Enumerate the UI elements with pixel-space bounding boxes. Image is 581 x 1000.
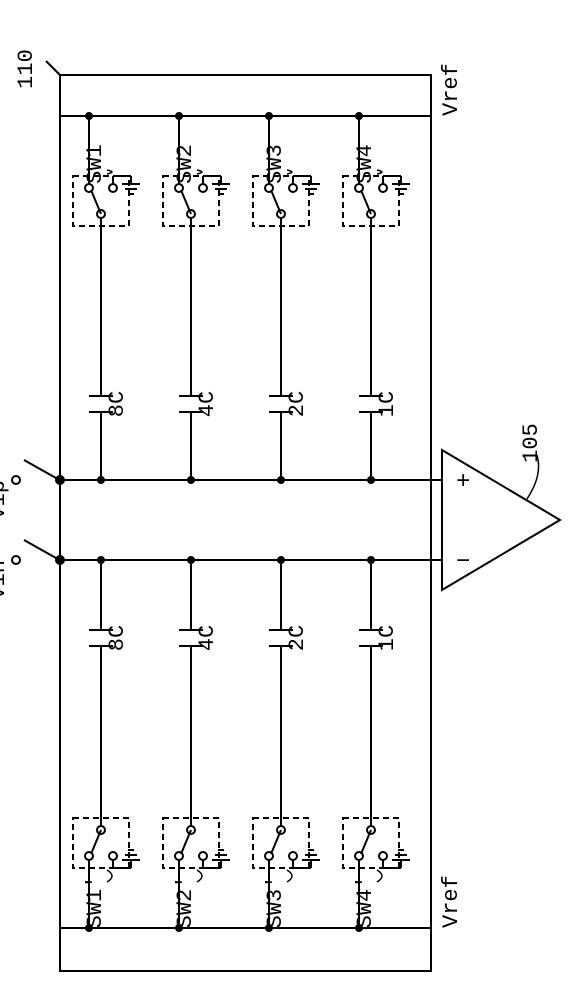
top-cell-0-label: SW1 [83, 144, 108, 184]
amp-minus: − [456, 549, 470, 576]
top-cell-3-cap-label: 1C [375, 391, 400, 417]
top-cell-3-label: SW4 [353, 144, 378, 184]
bot-cell-2-cap-label: 2C [285, 625, 310, 651]
bot-cell-0-cap-label: 8C [105, 625, 130, 651]
top-cell-0-cap-label: 8C [105, 391, 130, 417]
bot-cell-3-label: SW4' [353, 876, 378, 929]
vip-label: vip [0, 480, 11, 520]
amp-label: 105 [519, 423, 544, 463]
top-cell-2-cap-label: 2C [285, 391, 310, 417]
top-cell-2-label: SW3 [263, 144, 288, 184]
vref-bot-label: Vref [439, 875, 464, 928]
block-label: 110 [14, 49, 39, 89]
sar-adc-schematic: 110 Vref Vref + − 105 vip vin 8C SW1 8C SW1' 4C SW2 4C… [0, 0, 581, 1000]
top-cell-1-label: SW2 [173, 144, 198, 184]
bot-cell-0-label: SW1' [83, 876, 108, 929]
bot-cell-1-cap-label: 4C [195, 625, 220, 651]
vin-label: vin [0, 560, 11, 600]
amp-plus: + [456, 469, 470, 496]
bot-cell-1-label: SW2' [173, 876, 198, 929]
dac-block [60, 75, 431, 971]
bot-cell-3-cap-label: 1C [375, 625, 400, 651]
vref-top-label: Vref [439, 63, 464, 116]
bot-cell-2-label: SW3' [263, 876, 288, 929]
top-cell-1-cap-label: 4C [195, 391, 220, 417]
